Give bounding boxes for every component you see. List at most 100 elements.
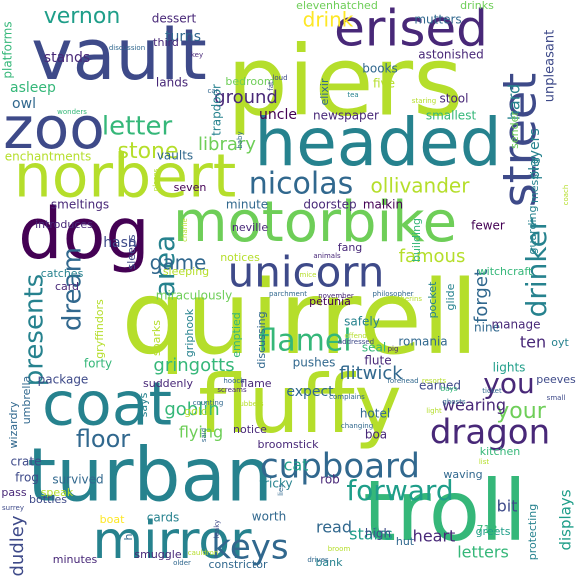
word: newspaper [313, 109, 379, 123]
word: library [198, 134, 256, 155]
word: books [362, 62, 398, 76]
word: animals [313, 252, 341, 260]
word: smuggle [134, 548, 181, 561]
word: pushes [293, 356, 336, 370]
word: loud [272, 74, 287, 82]
word: umbrella [20, 376, 33, 425]
word: peeves [536, 373, 576, 386]
word: resorts [422, 377, 447, 385]
word: keys [211, 528, 288, 568]
word: witchcraft [478, 265, 533, 278]
word: coach [562, 185, 570, 206]
word: nicolas [249, 167, 354, 202]
word: introduces [35, 218, 93, 231]
word: greets [476, 525, 511, 538]
word: sparks [150, 320, 163, 356]
word: malkin [363, 198, 403, 212]
word: minutes [53, 553, 98, 566]
word: surrey [2, 504, 24, 512]
word: broom [328, 545, 351, 553]
word: rubbers [236, 400, 263, 408]
word: five [373, 77, 395, 91]
word: hut [396, 535, 415, 548]
word: addressed [338, 338, 374, 346]
word: floor [76, 425, 130, 453]
word: forget [471, 269, 492, 323]
word: catches [41, 267, 84, 280]
word: said [200, 428, 208, 442]
word: turns [165, 29, 201, 45]
word: forty [84, 357, 112, 371]
word: area [148, 235, 181, 297]
word: gold [184, 405, 208, 418]
word: screams [217, 386, 247, 394]
word: hard [505, 84, 524, 120]
word: coat [42, 370, 172, 440]
word: platforms [1, 21, 15, 78]
word: flying [179, 423, 223, 442]
word: miraculously [156, 289, 232, 303]
word: boat [100, 513, 125, 526]
word: wonders [57, 108, 87, 116]
word: astonished [418, 48, 483, 62]
word: flame [240, 377, 271, 390]
word: small [547, 394, 566, 402]
word: staring [412, 97, 436, 105]
word: uncle [259, 107, 297, 123]
word: read [316, 518, 352, 537]
word: neville [232, 221, 268, 234]
word: dream [58, 247, 88, 331]
word: mirror [93, 511, 253, 571]
word: says [137, 392, 150, 417]
word: frog [15, 471, 39, 485]
word: stairs [349, 525, 393, 544]
word: fluffy [198, 358, 402, 451]
word: petunia [309, 295, 351, 308]
word: letter [102, 112, 173, 142]
word: messing [528, 157, 541, 203]
word: smallest [426, 109, 477, 123]
word: dudley [7, 515, 28, 576]
word: unicorn [228, 248, 385, 297]
word: slytherins [388, 295, 422, 303]
word: counting [193, 399, 224, 407]
word: november [318, 292, 354, 300]
word: offended [344, 332, 375, 340]
word: sleeps [125, 234, 138, 269]
word: changing [341, 422, 373, 430]
word: constrictor [209, 558, 268, 571]
word: elevenhatched [296, 0, 378, 12]
word: older [173, 559, 191, 567]
word: presents [20, 274, 50, 386]
word: griphook [183, 308, 196, 357]
word: stool [440, 92, 469, 106]
word: pocket [426, 281, 439, 319]
word: dog [18, 193, 150, 275]
word: philosopher [372, 290, 413, 298]
word: fang [338, 241, 363, 254]
word: drives [307, 556, 329, 564]
word: card [55, 280, 79, 293]
word: drink [303, 8, 354, 32]
word: cauldron [188, 549, 218, 557]
word: bedroom [225, 75, 274, 88]
word: bank [315, 556, 343, 569]
word: speak [41, 486, 74, 499]
word: forward [346, 474, 453, 507]
word: quirrell [122, 259, 479, 378]
word: seven [174, 181, 207, 194]
word: you [483, 367, 534, 400]
word: baby [236, 131, 244, 148]
word: notices [220, 251, 260, 264]
word: broomstick [258, 438, 320, 451]
word: discussing [255, 311, 268, 368]
word: headed [254, 104, 501, 181]
word: asleep [10, 80, 56, 96]
word: suddenly [143, 377, 193, 390]
word: sleeping [163, 265, 209, 278]
word: discussion [109, 44, 145, 52]
word: owl [12, 96, 36, 112]
word: guarding [526, 205, 539, 254]
word: safely [344, 315, 380, 329]
